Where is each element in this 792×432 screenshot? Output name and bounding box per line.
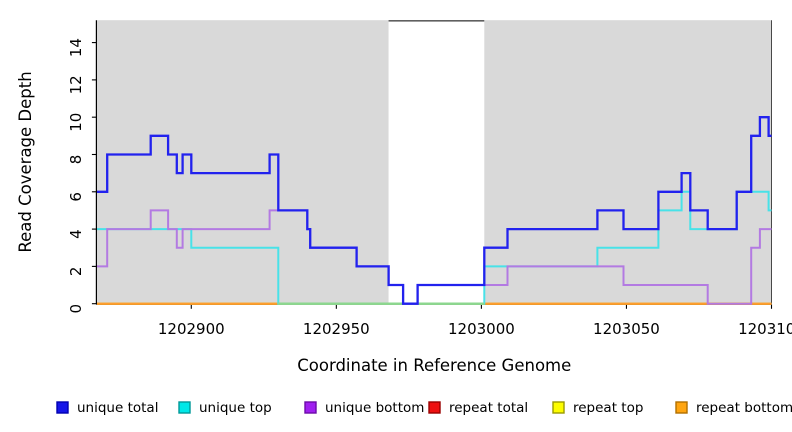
- x-tick-label: 1202950: [303, 320, 370, 338]
- legend-label-unique-top: unique top: [199, 400, 272, 416]
- legend-label-repeat-total: repeat total: [449, 400, 528, 416]
- legend-swatch-unique-bottom: [304, 401, 317, 414]
- legend-item-repeat-top: repeat top: [552, 400, 643, 416]
- legend-label-repeat-bottom: repeat bottom: [696, 400, 792, 416]
- shaded-region-1: [484, 20, 772, 305]
- y-tick-label: 8: [67, 155, 85, 165]
- y-tick-label: 10: [67, 113, 85, 132]
- x-axis-title: Coordinate in Reference Genome: [297, 356, 571, 375]
- legend-swatch-repeat-bottom: [675, 401, 688, 414]
- y-tick-label: 12: [67, 75, 85, 94]
- y-tick-label: 6: [67, 192, 85, 202]
- y-tick-label: 0: [67, 304, 85, 314]
- legend-label-unique-bottom: unique bottom: [325, 400, 424, 416]
- legend-swatch-unique-top: [178, 401, 191, 414]
- legend-item-unique-bottom: unique bottom: [304, 400, 424, 416]
- y-tick-label: 4: [67, 229, 85, 239]
- x-tick-label: 1203050: [593, 320, 660, 338]
- shaded-region-0: [97, 20, 389, 305]
- y-tick-label: 14: [67, 38, 85, 57]
- legend-item-unique-top: unique top: [178, 400, 272, 416]
- legend-swatch-repeat-top: [552, 401, 565, 414]
- x-tick-label: 1203000: [448, 320, 515, 338]
- legend-label-unique-total: unique total: [77, 400, 158, 416]
- legend-label-repeat-top: repeat top: [573, 400, 643, 416]
- y-tick-label: 2: [67, 267, 85, 277]
- y-axis-title: Read Coverage Depth: [16, 71, 35, 252]
- legend-swatch-repeat-total: [428, 401, 441, 414]
- legend-item-repeat-total: repeat total: [428, 400, 528, 416]
- legend-item-unique-total: unique total: [56, 400, 158, 416]
- legend-swatch-unique-total: [56, 401, 69, 414]
- x-tick-label: 1202900: [158, 320, 225, 338]
- series-line-unique-total: [97, 116, 772, 305]
- legend-item-repeat-bottom: repeat bottom: [675, 400, 792, 416]
